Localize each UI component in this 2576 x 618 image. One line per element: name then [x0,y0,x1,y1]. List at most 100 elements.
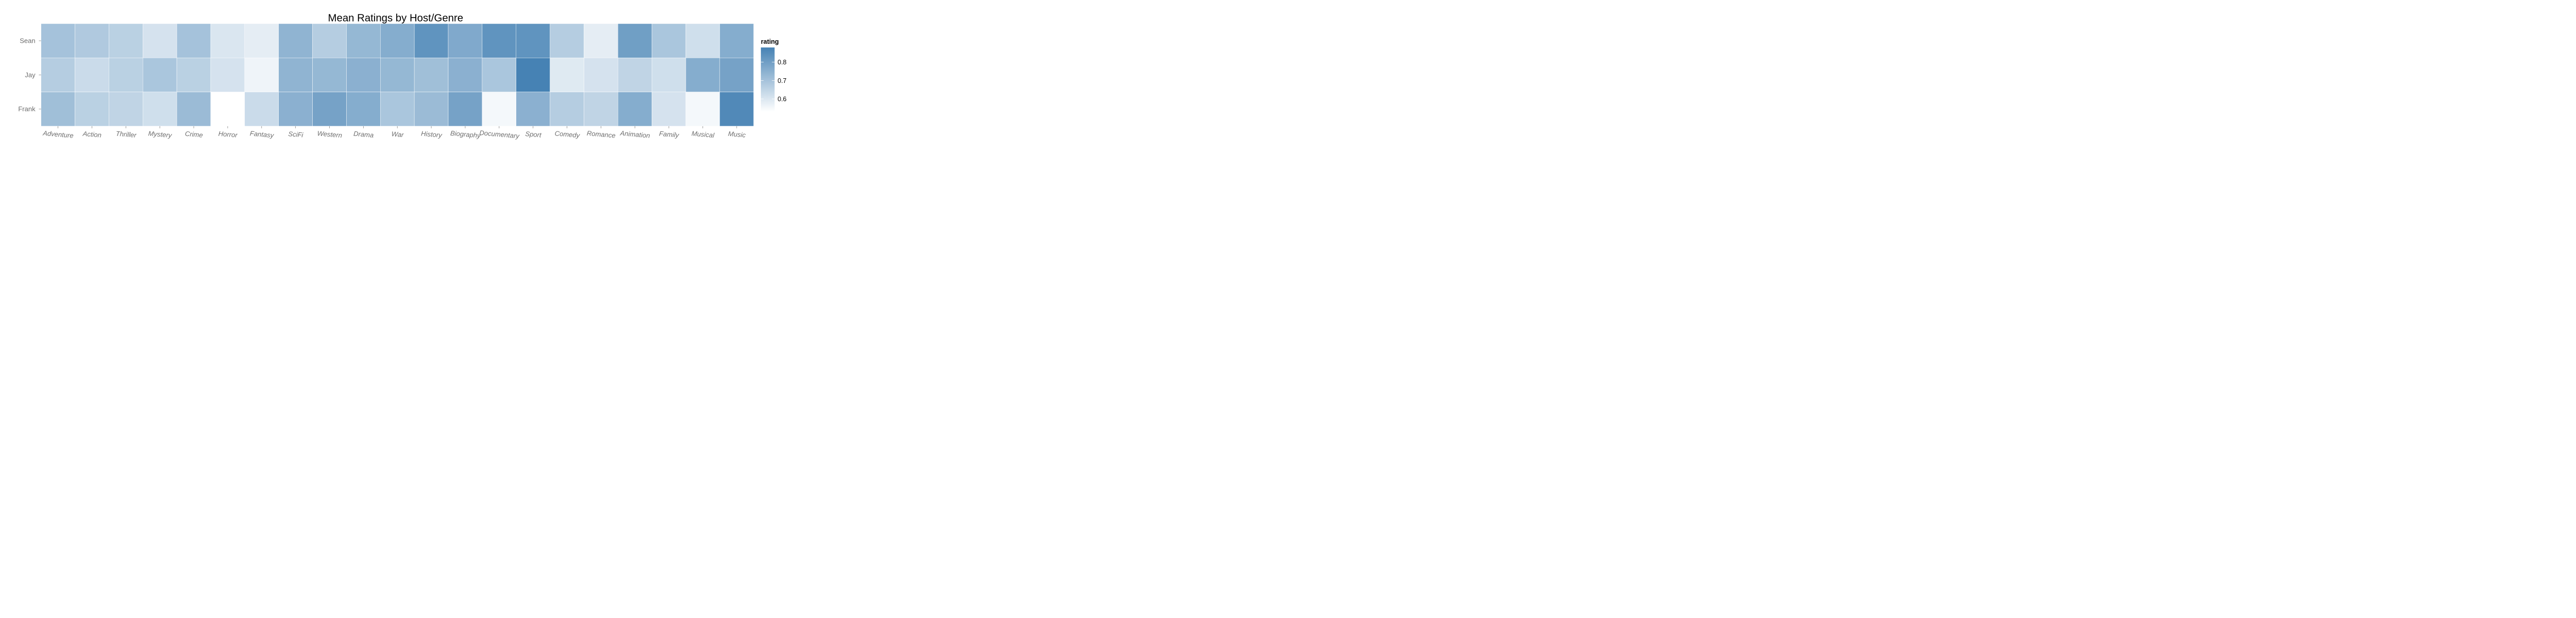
x-tick-label: Fantasy [249,129,275,139]
heatmap-cell [210,23,245,58]
heatmap-cell [414,58,449,92]
x-tick-label: SciFi [288,130,304,139]
heatmap-cell [414,23,449,58]
y-tick-label: Jay [25,71,36,79]
y-tick-label: Frank [18,105,36,113]
heatmap-cell [109,23,143,58]
heatmap-cell [278,92,313,127]
heatmap-cell [278,58,313,92]
heatmap-cell [244,92,279,127]
x-tick-label: Horror [218,130,238,139]
legend: rating 0.6 0.7 0.8 [760,38,787,112]
heatmap-cell [380,92,415,127]
heatmap-cell [346,92,381,127]
heatmap-cell [448,58,483,92]
heatmap-cell [278,23,313,58]
heatmap-cell [618,58,652,92]
legend-colorbar [760,47,775,112]
heatmap-cell [312,92,347,127]
heatmap-cell [516,58,550,92]
heatmap-cell [75,58,109,92]
heatmap-cell [142,58,177,92]
x-tick-label: War [391,130,404,139]
x-tick-label: Action [82,130,101,139]
y-tick-label: Sean [20,37,35,45]
heatmap-cell [312,23,347,58]
heatmap-cell [685,23,720,58]
x-axis: Adventure Action Thriller Mystery Crime Horro… [42,126,747,140]
heatmap-cell [346,58,381,92]
heatmap-cell [651,92,686,127]
legend-tick-label: 0.6 [777,95,786,102]
x-tick-label: Drama [353,130,374,139]
heatmap-cell [142,92,177,127]
heatmap-cell [651,23,686,58]
heatmap-cell [482,92,517,127]
heatmap-cell [584,23,618,58]
heatmap-cell [550,92,584,127]
heatmap-cell [719,92,754,127]
x-tick-label: Romance [586,129,616,140]
legend-ticks: 0.6 0.7 0.8 [760,59,787,102]
heatmap-chart: Sean Jay Frank Adventure Action Thriller Myst… [18,12,787,140]
legend-title: rating [761,38,779,45]
heatmap-cell [448,92,483,127]
heatmap-cell [618,23,652,58]
y-axis: Sean Jay Frank [18,37,41,113]
heatmap-cell [618,92,652,127]
heatmap-cell [380,58,415,92]
heatmap-cell [244,23,279,58]
x-tick-label: Music [728,130,747,139]
heatmap-cell [176,58,211,92]
heatmap-cell [719,23,754,58]
chart-stage: Sean Jay Frank Adventure Action Thriller Myst… [0,0,807,161]
x-tick-label: Comedy [554,129,581,139]
heatmap-cell [41,23,75,58]
heatmap-cell [41,58,75,92]
heatmap-cell [109,92,143,127]
x-tick-label: Animation [619,129,650,140]
heatmap-cell [312,58,347,92]
heatmap-cell [41,92,75,127]
heatmap-cell [685,92,720,127]
heatmap-cell [482,58,517,92]
heatmap-cell [685,58,720,92]
heatmap-cell [651,58,686,92]
heatmap-cell [719,58,754,92]
heatmap-cell [75,92,109,127]
heatmap-cell [75,23,109,58]
heatmap-cell [210,58,245,92]
x-tick-label: Musical [691,129,715,139]
heatmap-cell [176,92,211,127]
x-tick-label: Thriller [115,130,137,139]
heatmap-cell [584,58,618,92]
heatmap-cell [482,23,517,58]
heatmap-cell [109,58,143,92]
heatmap-cell [380,23,415,58]
heatmap-cell [550,58,584,92]
heatmap-cell [584,92,618,127]
x-tick-label: Western [317,129,342,139]
x-tick-label: Documentary [479,129,520,140]
x-tick-label: Biography [450,129,481,140]
heatmap-cell [244,58,279,92]
heatmap-cell [210,92,245,127]
x-tick-label: History [421,130,443,140]
legend-tick-label: 0.8 [777,59,786,66]
heatmap-cell [142,23,177,58]
chart-title: Mean Ratings by Host/Genre [328,12,464,24]
heatmap-tiles [41,23,754,127]
heatmap-cell [414,92,449,127]
x-tick-label: Mystery [148,129,173,139]
x-tick-label: Crime [184,130,203,139]
heatmap-cell [550,23,584,58]
x-tick-label: Sport [525,130,543,139]
x-tick-label: Adventure [42,129,74,140]
heatmap-cell [346,23,381,58]
x-tick-label: Family [659,130,680,139]
heatmap-cell [516,23,550,58]
heatmap-cell [516,92,550,127]
heatmap-cell [176,23,211,58]
heatmap-cell [448,23,483,58]
legend-tick-label: 0.7 [777,77,786,84]
